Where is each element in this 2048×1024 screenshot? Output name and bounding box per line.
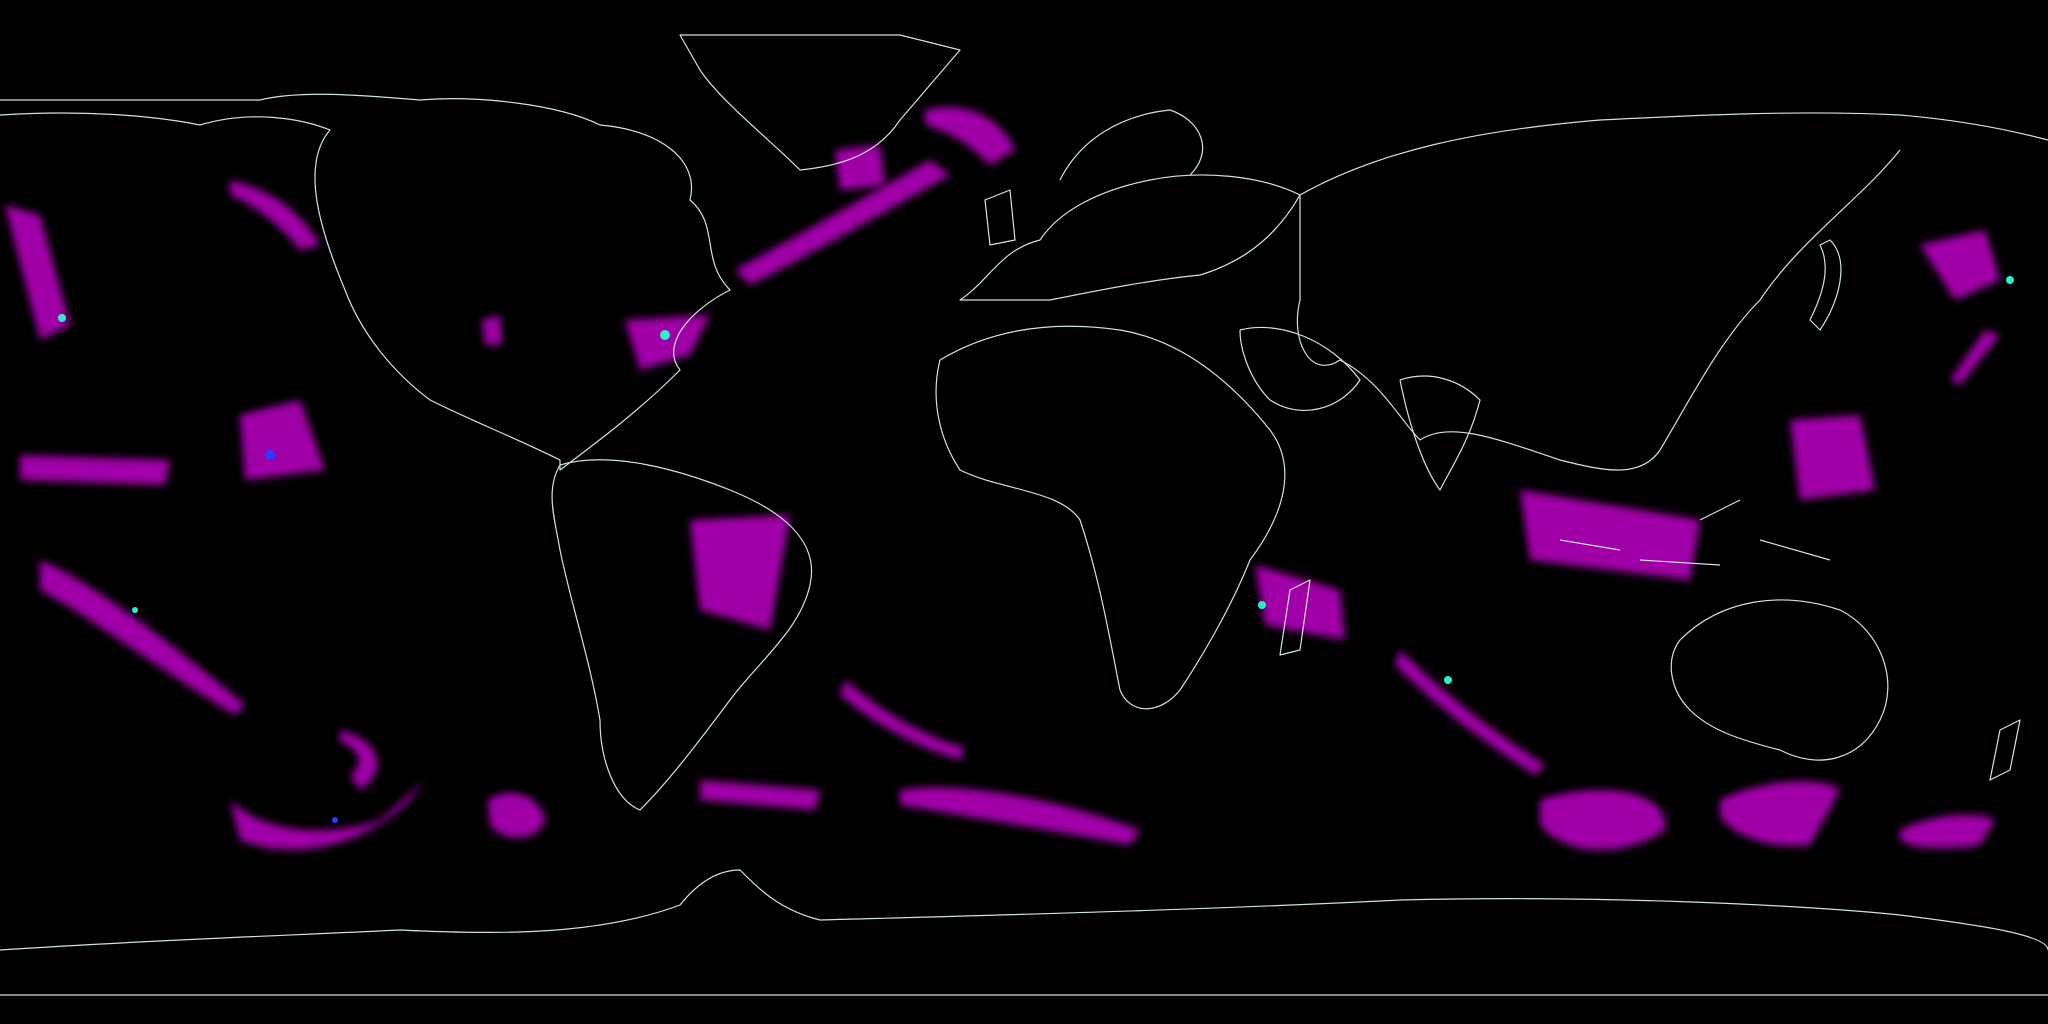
- coastline-greenland: [679, 34, 961, 171]
- precip-heavy-cell: [332, 817, 338, 823]
- precip-heavy-cell: [1258, 601, 1266, 609]
- coastline-africa: [935, 325, 1286, 710]
- precip-indian-ocean-band: [1395, 650, 1545, 775]
- precip-south-pacific-cyclone: [230, 780, 425, 850]
- precip-south-america-amazon: [690, 515, 790, 630]
- precip-heavy-cell: [58, 314, 66, 322]
- coastline-japan: [1809, 239, 1842, 331]
- precipitation-layer: [5, 106, 2000, 850]
- precip-mozambique: [1255, 565, 1345, 640]
- coastline-arabia: [1239, 326, 1361, 411]
- precip-heavy-cell: [2006, 276, 2014, 284]
- precip-north-pacific-west: [5, 205, 70, 340]
- coastlines: [0, 34, 2048, 996]
- precip-tasman-swirl: [1900, 814, 1995, 849]
- coastline-north-america: [0, 93, 731, 471]
- coastline-india: [1399, 375, 1481, 491]
- coastline-antarctica: [0, 869, 2048, 951]
- precip-itcz-east-pacific: [20, 455, 170, 485]
- precip-iceland: [925, 106, 1015, 165]
- coastline-australia: [1670, 599, 1889, 761]
- precip-kamchatka: [1950, 330, 2000, 385]
- precip-greenland-sea: [835, 145, 885, 190]
- precip-maritime-continent: [1520, 490, 1700, 580]
- precip-gulf: [482, 315, 502, 345]
- coastline-asia: [1296, 112, 2048, 471]
- precip-south-pacific-convergence: [40, 560, 245, 715]
- precip-indian-ocean-swirl: [1540, 790, 1666, 850]
- precip-heavy-cell: [1444, 676, 1452, 684]
- precip-nw-pacific: [1920, 230, 2000, 300]
- precip-southern-ocean-east: [900, 787, 1140, 845]
- coastline-indonesia: [1559, 499, 1831, 566]
- precip-western-pacific: [1790, 415, 1875, 500]
- precip-north-atlantic-band: [735, 160, 950, 285]
- precip-southern-ocean-atlantic: [700, 780, 820, 810]
- precipitation-heavy-layer: [58, 276, 2014, 823]
- precip-south-atlantic-swirl: [488, 792, 545, 838]
- precip-heavy-cell: [265, 450, 275, 460]
- precip-heavy-cell: [660, 330, 670, 340]
- coastline-scandinavia: [1059, 109, 1204, 181]
- precip-central-pacific: [240, 400, 325, 480]
- precip-south-pacific-swirl: [340, 730, 378, 790]
- coastline-south-america: [551, 459, 813, 811]
- coastline-new-zealand: [1989, 719, 2021, 781]
- precip-south-atlantic-band: [840, 680, 965, 760]
- coastline-madagascar: [1279, 579, 1311, 656]
- precip-south-of-australia: [1720, 781, 1840, 846]
- coastline-europe: [959, 174, 1301, 301]
- coastline-british-isles: [984, 189, 1016, 246]
- precip-west-atlantic: [625, 315, 710, 370]
- precip-alaska-gulf: [230, 180, 320, 250]
- precip-heavy-cell: [132, 607, 138, 613]
